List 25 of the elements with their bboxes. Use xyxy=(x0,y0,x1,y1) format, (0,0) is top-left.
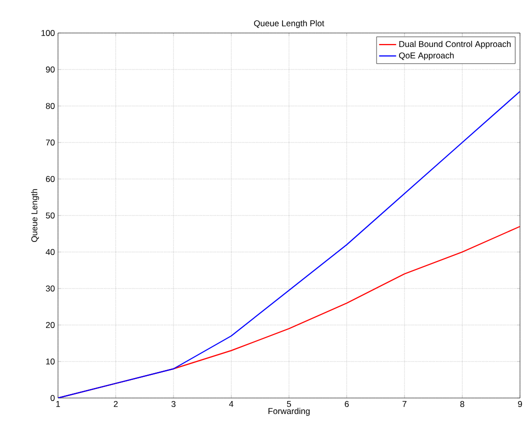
x-tick-label: 3 xyxy=(171,401,176,408)
x-tick-label: 6 xyxy=(344,401,349,408)
y-tick-label: 60 xyxy=(46,176,55,182)
y-tick-label: 30 xyxy=(46,286,55,292)
y-tick-label: 70 xyxy=(46,140,55,146)
y-tick-label: 10 xyxy=(46,358,55,364)
x-axis-title: Forwarding xyxy=(268,408,310,416)
legend-label: QoE Approach xyxy=(399,52,454,60)
y-tick-label: 40 xyxy=(46,249,55,255)
legend-label: Dual Bound Control Approach xyxy=(399,40,511,49)
y-tick-label: 80 xyxy=(46,103,55,109)
x-tick-label: 1 xyxy=(56,401,60,407)
y-tick-label: 20 xyxy=(46,322,55,328)
x-tick-label: 9 xyxy=(518,401,522,408)
y-tick-label: 50 xyxy=(46,212,55,218)
y-tick-label: 90 xyxy=(46,66,55,72)
x-tick-label: 2 xyxy=(114,401,118,407)
y-axis-title: Queue Length xyxy=(31,189,39,242)
x-tick-label: 7 xyxy=(402,401,406,407)
x-tick-label: 4 xyxy=(229,401,234,407)
x-tick-label: 8 xyxy=(460,401,464,408)
x-tick-label: 5 xyxy=(286,401,291,407)
y-tick-label: 0 xyxy=(50,395,55,401)
y-tick-label: 100 xyxy=(41,30,55,36)
chart-title: Queue Length Plot xyxy=(254,20,324,28)
